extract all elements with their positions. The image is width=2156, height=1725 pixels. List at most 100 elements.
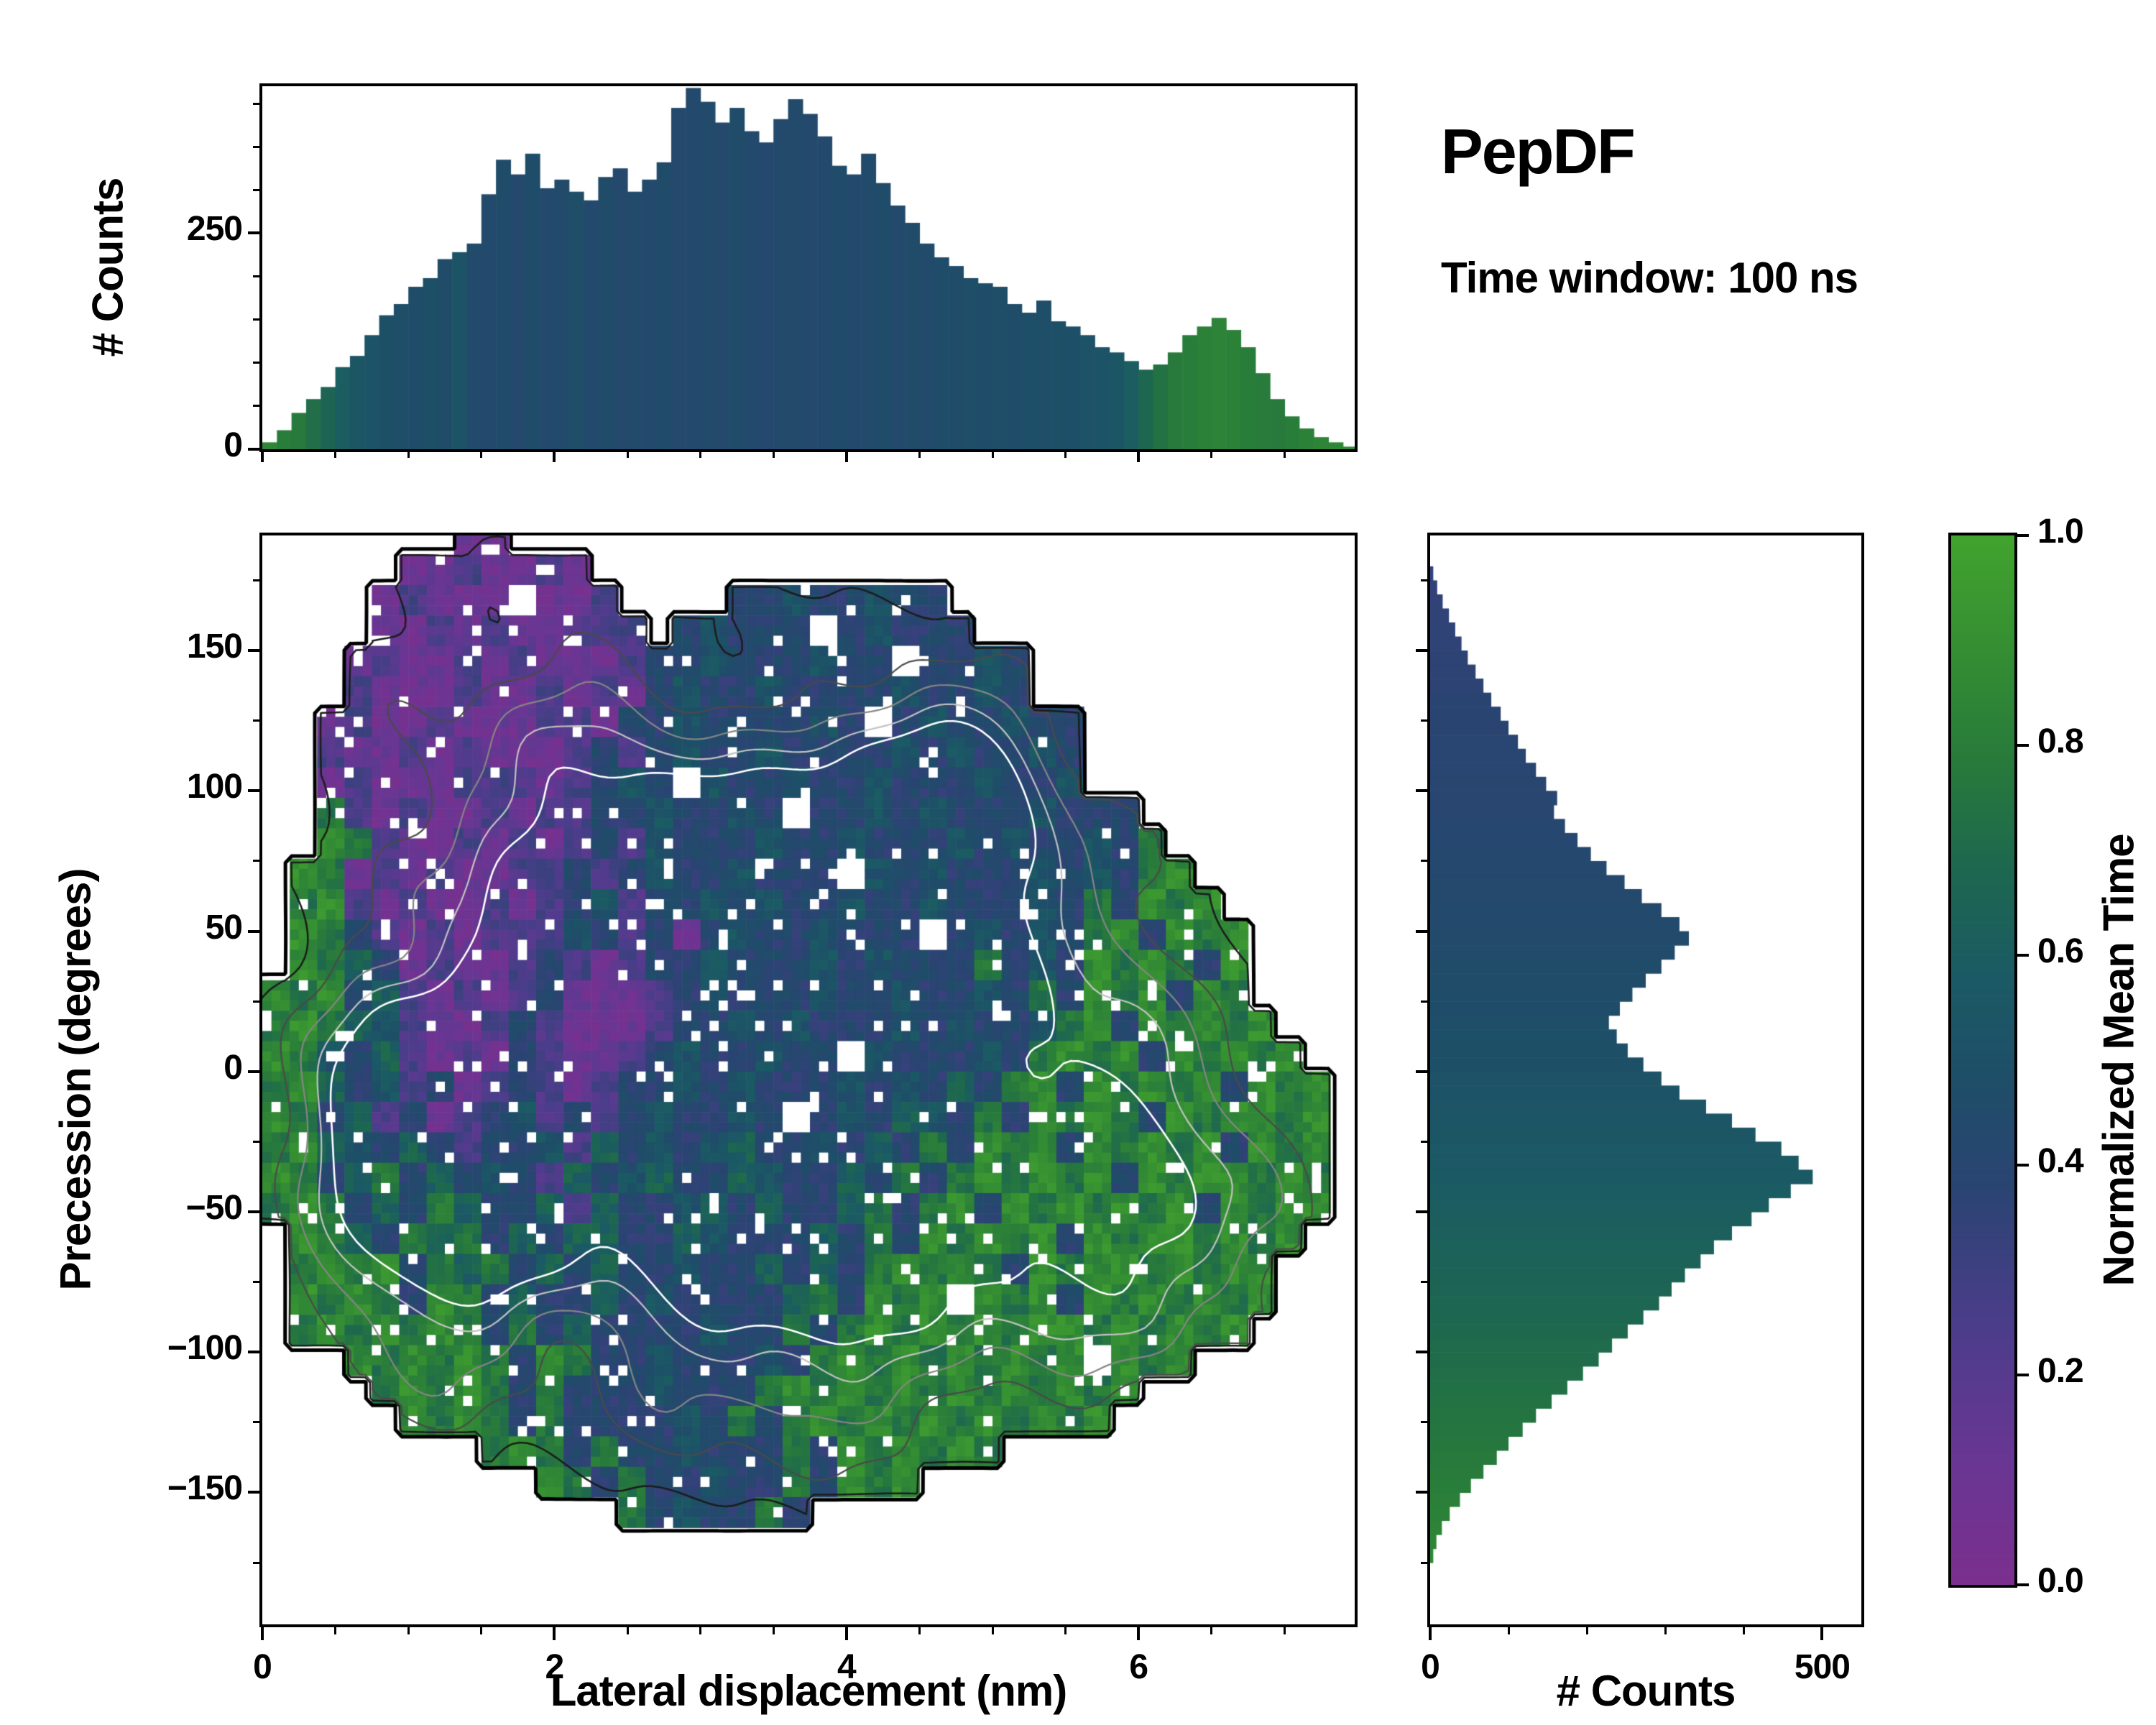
tick-mark bbox=[248, 1210, 259, 1214]
tick-label: 150 bbox=[186, 627, 243, 666]
tick-label: 250 bbox=[186, 210, 243, 249]
colorbar-canvas bbox=[1951, 535, 2014, 1585]
tick-mark bbox=[1585, 1627, 1588, 1634]
tick-mark bbox=[918, 452, 921, 458]
tick-mark bbox=[1421, 1561, 1427, 1564]
tick-mark bbox=[1664, 1627, 1667, 1634]
tick-mark bbox=[253, 275, 259, 278]
tick-mark bbox=[253, 719, 259, 722]
tick-mark bbox=[1507, 1627, 1510, 1634]
figure-subtitle: Time window: 100 ns bbox=[1441, 254, 1858, 302]
tick-label: 4 bbox=[837, 1648, 857, 1686]
joint-density-canvas bbox=[262, 535, 1355, 1624]
tick-mark bbox=[334, 452, 337, 458]
tick-mark bbox=[918, 1627, 921, 1634]
figure-title: PepDF bbox=[1441, 116, 1636, 187]
tick-mark bbox=[1416, 1210, 1427, 1214]
tick-mark bbox=[407, 1627, 410, 1634]
tick-mark bbox=[1210, 1627, 1213, 1634]
top-histogram-canvas bbox=[262, 86, 1355, 449]
tick-mark bbox=[480, 1627, 483, 1634]
colorbar-panel bbox=[1948, 533, 2017, 1588]
tick-mark bbox=[253, 362, 259, 364]
tick-mark bbox=[553, 452, 556, 462]
tick-label: 6 bbox=[1129, 1648, 1148, 1686]
tick-label: 0.4 bbox=[2037, 1142, 2084, 1180]
tick-label: 0 bbox=[224, 426, 243, 464]
tick-mark bbox=[1416, 1491, 1427, 1494]
tick-mark bbox=[1283, 1627, 1286, 1634]
tick-mark bbox=[1064, 452, 1067, 458]
tick-label: −50 bbox=[185, 1189, 243, 1228]
tick-mark bbox=[253, 405, 259, 408]
tick-mark bbox=[1421, 579, 1427, 581]
tick-mark bbox=[1283, 452, 1286, 458]
x-axis-label-right: # Counts bbox=[1556, 1667, 1736, 1715]
tick-mark bbox=[407, 452, 410, 458]
tick-mark bbox=[334, 1627, 337, 1634]
tick-label: 500 bbox=[1794, 1648, 1851, 1686]
tick-mark bbox=[248, 929, 259, 933]
tick-label: −150 bbox=[167, 1469, 243, 1508]
tick-mark bbox=[1210, 452, 1213, 458]
tick-mark bbox=[1416, 649, 1427, 653]
tick-mark bbox=[253, 145, 259, 148]
tick-mark bbox=[253, 1281, 259, 1284]
tick-mark bbox=[248, 231, 259, 235]
tick-mark bbox=[1421, 860, 1427, 862]
tick-mark bbox=[2017, 954, 2029, 957]
tick-mark bbox=[1421, 1421, 1427, 1424]
tick-mark bbox=[1820, 1627, 1824, 1640]
tick-label: 0 bbox=[224, 1048, 243, 1087]
top-histogram-panel bbox=[259, 83, 1358, 452]
right-histogram-canvas bbox=[1430, 535, 1861, 1624]
tick-mark bbox=[2017, 744, 2029, 747]
tick-label: 1.0 bbox=[2037, 512, 2084, 551]
tick-mark bbox=[1416, 1351, 1427, 1354]
tick-mark bbox=[991, 1627, 994, 1634]
tick-mark bbox=[699, 1627, 702, 1634]
tick-mark bbox=[553, 1627, 556, 1640]
tick-mark bbox=[253, 318, 259, 321]
tick-mark bbox=[1416, 789, 1427, 793]
x-axis-label-main: Lateral displacement (nm) bbox=[550, 1667, 1068, 1715]
tick-mark bbox=[772, 1627, 775, 1634]
tick-mark bbox=[699, 452, 702, 458]
tick-mark bbox=[991, 452, 994, 458]
tick-mark bbox=[248, 789, 259, 793]
tick-mark bbox=[248, 649, 259, 653]
tick-label: 0.8 bbox=[2037, 722, 2084, 760]
tick-label: 2 bbox=[545, 1648, 565, 1686]
tick-mark bbox=[844, 1627, 848, 1640]
tick-mark bbox=[1137, 1627, 1141, 1640]
tick-mark bbox=[1064, 1627, 1067, 1634]
tick-mark bbox=[253, 1000, 259, 1003]
tick-mark bbox=[1429, 1627, 1432, 1640]
tick-mark bbox=[1416, 1070, 1427, 1073]
tick-mark bbox=[2017, 1374, 2029, 1376]
tick-mark bbox=[1421, 719, 1427, 722]
tick-mark bbox=[772, 452, 775, 458]
tick-mark bbox=[844, 452, 848, 462]
tick-mark bbox=[248, 1351, 259, 1354]
tick-label: 0.2 bbox=[2037, 1352, 2084, 1390]
tick-mark bbox=[1421, 1000, 1427, 1003]
tick-mark bbox=[2017, 534, 2029, 537]
tick-mark bbox=[1742, 1627, 1745, 1634]
tick-mark bbox=[1416, 929, 1427, 933]
tick-mark bbox=[253, 102, 259, 105]
tick-mark bbox=[626, 452, 629, 458]
tick-label: 0 bbox=[253, 1648, 272, 1686]
tick-label: 0.6 bbox=[2037, 932, 2084, 970]
tick-mark bbox=[626, 1627, 629, 1634]
tick-mark bbox=[1421, 1140, 1427, 1143]
tick-mark bbox=[253, 860, 259, 862]
tick-mark bbox=[1421, 1281, 1427, 1284]
tick-mark bbox=[1137, 452, 1141, 462]
tick-mark bbox=[253, 1561, 259, 1564]
tick-mark bbox=[248, 1491, 259, 1494]
tick-mark bbox=[253, 1421, 259, 1424]
tick-mark bbox=[2017, 1583, 2029, 1586]
tick-mark bbox=[253, 579, 259, 581]
